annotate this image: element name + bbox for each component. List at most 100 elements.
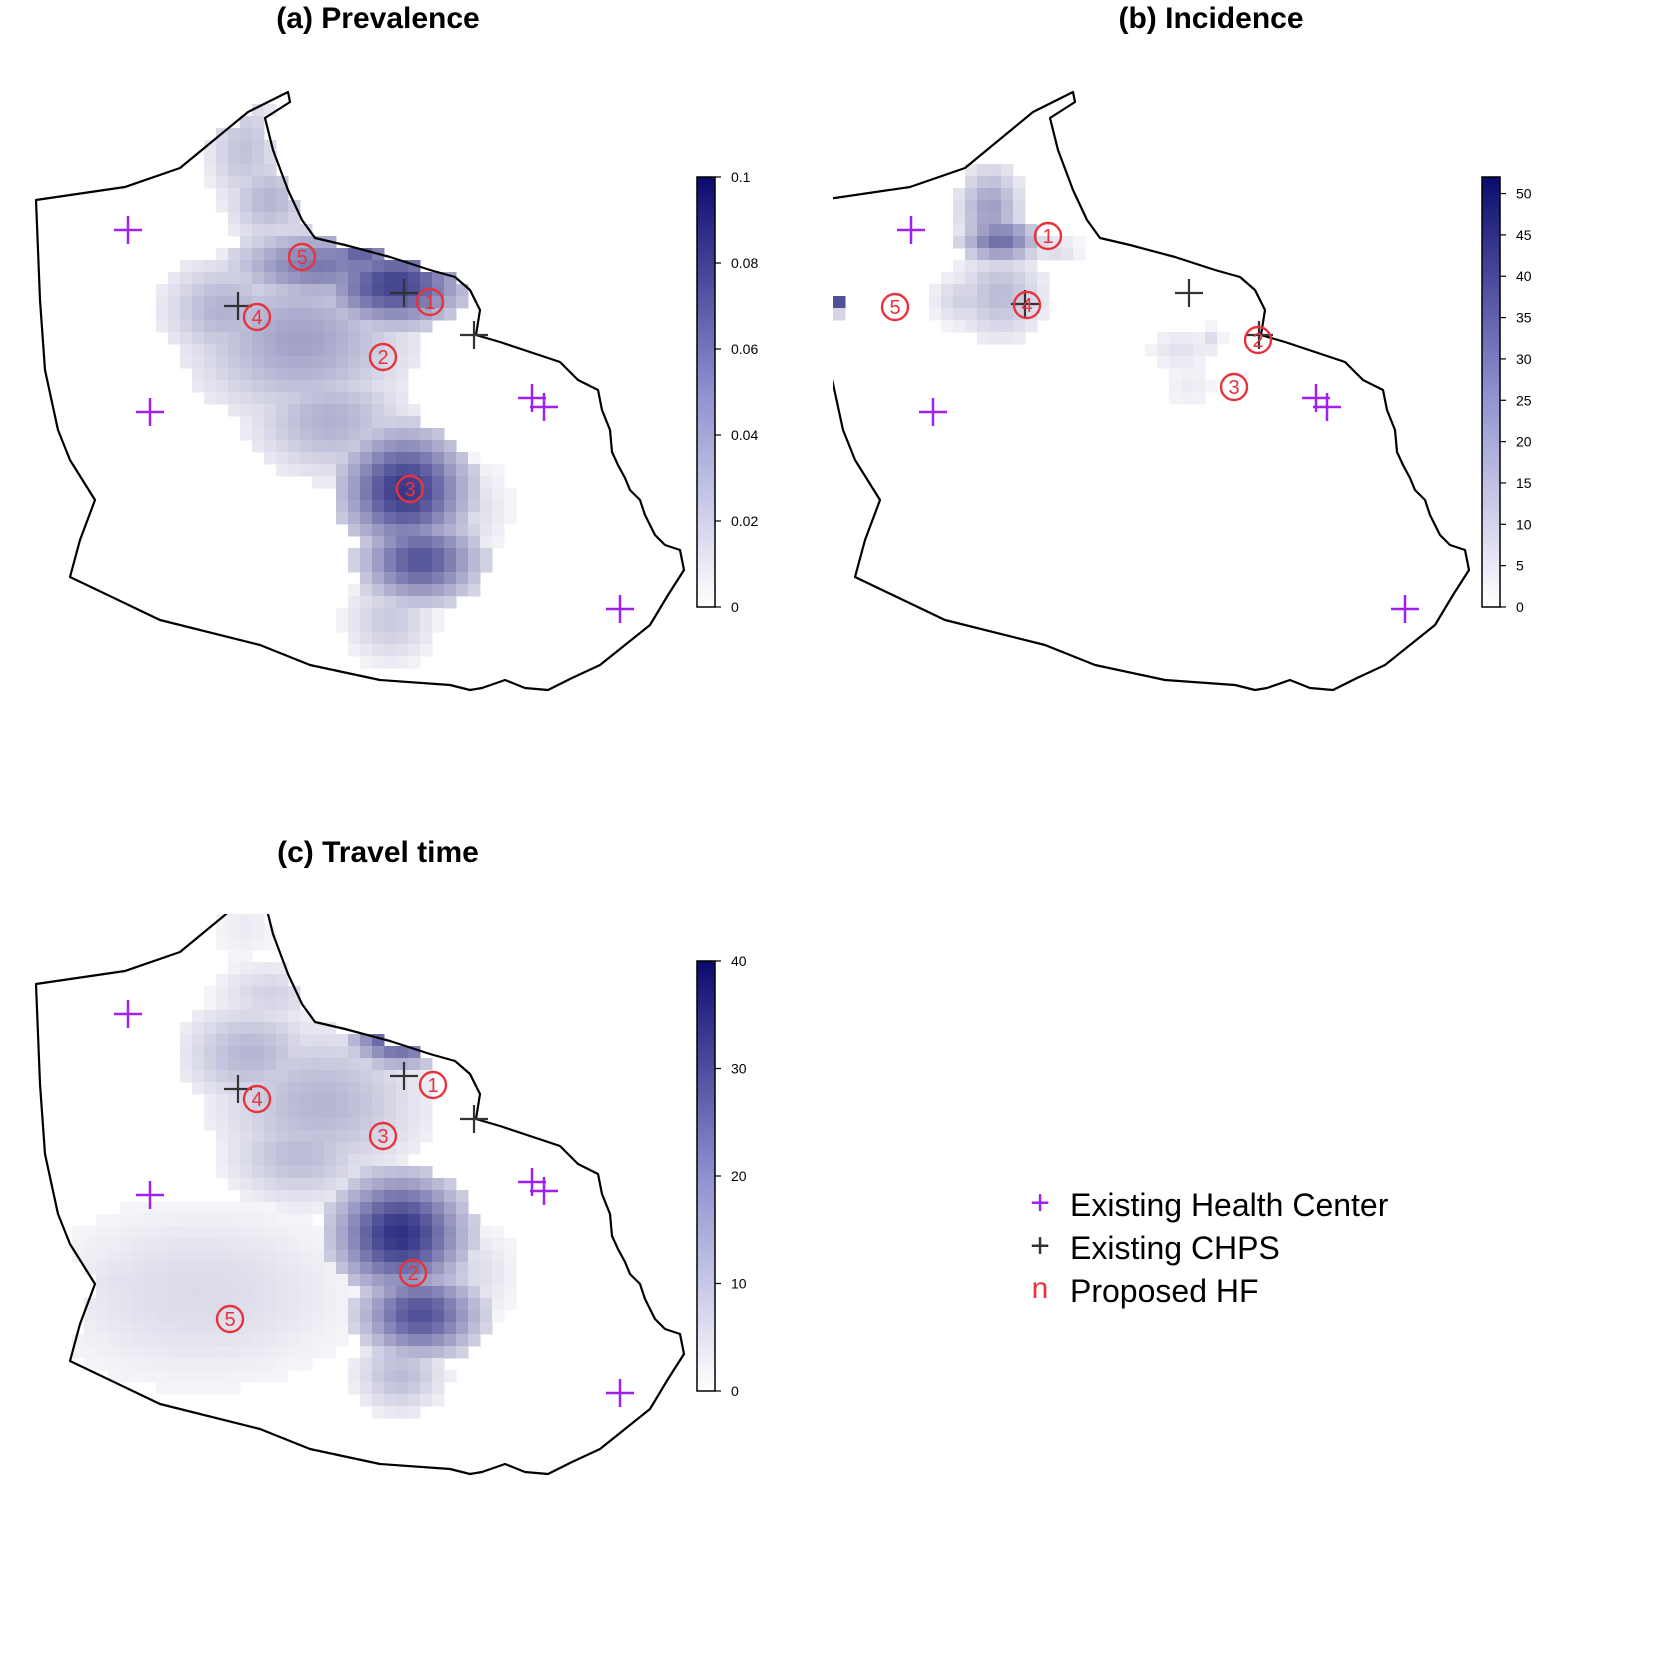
raster-cell	[204, 1202, 217, 1215]
raster-cell	[240, 1334, 253, 1347]
raster-cell	[216, 1382, 229, 1395]
raster-cell	[216, 1274, 229, 1287]
raster-cell	[252, 1046, 265, 1059]
raster-cell	[300, 272, 313, 285]
raster-cell	[72, 1226, 85, 1239]
raster-cell	[468, 536, 481, 549]
raster-cell	[324, 356, 337, 369]
raster-cell	[144, 1286, 157, 1299]
raster-cell	[396, 476, 409, 489]
proposed-hf-number: 1	[424, 292, 435, 314]
raster-cell	[228, 152, 241, 165]
raster-cell	[180, 320, 193, 333]
raster-cell	[216, 1166, 229, 1179]
raster-cell	[312, 296, 325, 309]
raster-cell	[312, 392, 325, 405]
raster-cell	[432, 1262, 445, 1275]
raster-cell	[336, 1214, 349, 1227]
raster-cell	[156, 1226, 169, 1239]
raster-cell	[384, 548, 397, 561]
raster-cell	[276, 1358, 289, 1371]
raster-cell	[384, 1358, 397, 1371]
raster-cell	[384, 1166, 397, 1179]
raster-cell	[240, 1070, 253, 1083]
raster-cell	[468, 464, 481, 477]
raster-cell	[372, 1214, 385, 1227]
raster-cell	[192, 380, 205, 393]
raster-cell	[300, 1190, 313, 1203]
raster-cell	[408, 1286, 421, 1299]
raster-cell	[108, 1286, 121, 1299]
raster-cell	[372, 1166, 385, 1179]
raster-cell	[252, 986, 265, 999]
raster-cell	[264, 332, 277, 345]
raster-cell	[240, 1238, 253, 1251]
raster-cell	[216, 1094, 229, 1107]
raster-cell	[396, 440, 409, 453]
raster-cell	[192, 1274, 205, 1287]
raster-cell	[180, 332, 193, 345]
raster-cell	[180, 344, 193, 357]
raster-cell	[989, 260, 1002, 273]
raster-cell	[96, 1214, 109, 1227]
raster-cell	[420, 464, 433, 477]
raster-cell	[372, 416, 385, 429]
raster-cell	[264, 428, 277, 441]
raster-cell	[941, 296, 954, 309]
colorbar: 0.10.080.060.040.020	[696, 169, 758, 615]
raster-cell	[360, 1358, 373, 1371]
raster-cell	[372, 452, 385, 465]
raster-cell	[468, 524, 481, 537]
raster-cell	[324, 344, 337, 357]
raster-cell	[108, 1250, 121, 1263]
raster-cell	[384, 620, 397, 633]
raster-cell	[228, 914, 241, 927]
raster-cell	[1025, 296, 1038, 309]
proposed-hf-number: 4	[251, 1089, 262, 1111]
raster-cell	[252, 1274, 265, 1287]
raster-cell	[977, 272, 990, 285]
raster-cell	[372, 1178, 385, 1191]
raster-cell	[192, 320, 205, 333]
raster-cell	[312, 416, 325, 429]
raster-cell	[240, 1202, 253, 1215]
raster-cell	[216, 1334, 229, 1347]
raster-cell	[372, 476, 385, 489]
raster-cell	[1217, 332, 1230, 345]
raster-cell	[360, 1226, 373, 1239]
raster-cell	[264, 200, 277, 213]
raster-cell	[396, 416, 409, 429]
raster-cell	[372, 488, 385, 501]
raster-cell	[372, 368, 385, 381]
raster-cell	[288, 1214, 301, 1227]
raster-cell	[300, 1106, 313, 1119]
raster-cell	[168, 1334, 181, 1347]
raster-cell	[192, 1202, 205, 1215]
raster-cell	[276, 1010, 289, 1023]
raster-cell	[456, 1334, 469, 1347]
raster-cell	[216, 914, 229, 927]
raster-cell	[504, 1286, 517, 1299]
raster-cell	[240, 128, 253, 141]
raster-cell	[228, 212, 241, 225]
raster-cell	[456, 584, 469, 597]
raster-cell	[144, 1322, 157, 1335]
raster-cell	[228, 1202, 241, 1215]
raster-cell	[300, 1310, 313, 1323]
raster-cell	[204, 1274, 217, 1287]
raster-cell	[108, 1358, 121, 1371]
raster-cell	[132, 1346, 145, 1359]
raster-cell	[396, 1298, 409, 1311]
raster-cell	[252, 962, 265, 975]
raster-cell	[300, 464, 313, 477]
raster-cell	[336, 380, 349, 393]
raster-cell	[468, 1238, 481, 1251]
raster-cell	[252, 1166, 265, 1179]
raster-cell	[312, 308, 325, 321]
raster-cell	[480, 500, 493, 513]
raster-cell	[372, 596, 385, 609]
raster-cell	[336, 1118, 349, 1131]
district-boundary	[34, 90, 686, 692]
raster-cell	[276, 1370, 289, 1383]
raster-cell	[252, 404, 265, 417]
